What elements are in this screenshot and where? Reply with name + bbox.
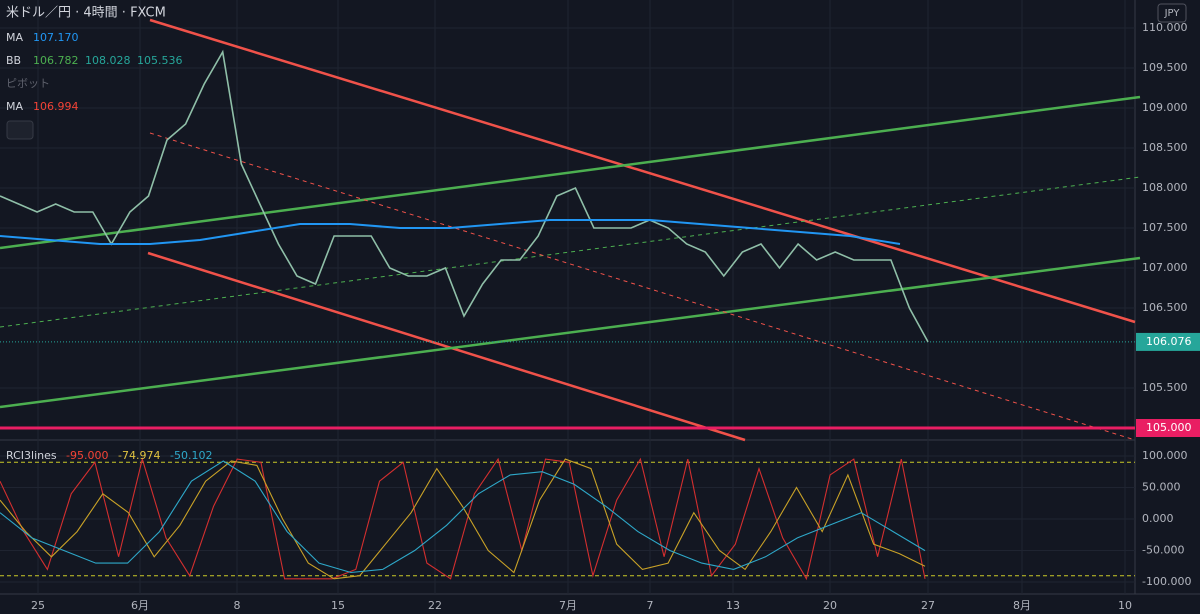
rci-line — [0, 460, 926, 574]
indicator-value: 106.782 — [33, 54, 79, 67]
rci-tick-label: -100.000 — [1142, 575, 1191, 588]
x-tick-label: 8 — [234, 599, 241, 612]
x-tick-label: 10 — [1118, 599, 1132, 612]
trendline — [0, 256, 1141, 409]
indicator-value: 105.536 — [137, 54, 183, 67]
indicator-name: MA — [6, 31, 23, 44]
currency-badge — [1157, 3, 1187, 23]
indicator-name: ピボット — [6, 77, 50, 90]
y-tick-label: 108.000 — [1142, 181, 1188, 194]
rci-line — [0, 458, 926, 580]
y-tick-label: 109.500 — [1142, 61, 1188, 74]
rci-tick-label: -50.000 — [1142, 543, 1184, 556]
x-tick-label: 15 — [331, 599, 345, 612]
rci-value: -95.000 — [66, 449, 108, 462]
chart-title: 米ドル／円 · 4時間 · FXCM — [6, 6, 166, 21]
y-tick-label: 106.500 — [1142, 301, 1188, 314]
x-tick-label: 20 — [823, 599, 837, 612]
x-tick-label: 27 — [921, 599, 935, 612]
x-tick-label: 13 — [726, 599, 740, 612]
indicator-name: BB — [6, 54, 21, 67]
y-tick-label: 105.500 — [1142, 381, 1188, 394]
currency: JPY — [1164, 8, 1181, 19]
last-price-badge — [1136, 332, 1200, 351]
x-tick-label: 22 — [428, 599, 442, 612]
rci-line — [0, 457, 926, 581]
indicator-value: 106.994 — [33, 100, 79, 113]
y-tick-label: 107.000 — [1142, 261, 1188, 274]
y-tick-label: 108.500 — [1142, 141, 1188, 154]
y-tick-label: 110.000 — [1142, 21, 1188, 34]
y-tick-label: 107.500 — [1142, 221, 1188, 234]
level-label: 105.000 — [1146, 421, 1192, 434]
ma-line — [0, 219, 901, 245]
rci-tick-label: 100.000 — [1142, 449, 1188, 462]
x-tick-label: 7 — [647, 599, 654, 612]
indicator-name: MA — [6, 100, 23, 113]
last-price-label: 106.076 — [1146, 335, 1192, 348]
price-line — [0, 49, 929, 343]
x-tick-label: 7月 — [559, 599, 577, 612]
rci-value: -50.102 — [170, 449, 212, 462]
x-tick-label: 6月 — [131, 599, 149, 612]
collapse-button[interactable] — [6, 120, 34, 140]
trendline — [0, 95, 1141, 250]
trendline — [149, 132, 1136, 441]
rci-tick-label: 50.000 — [1142, 480, 1181, 493]
indicator-value: 107.170 — [33, 31, 79, 44]
trendline — [149, 18, 1136, 324]
indicator-value: 108.028 — [85, 54, 131, 67]
rci-name: RCI3lines — [6, 449, 57, 462]
rci-tick-label: 0.000 — [1142, 512, 1174, 525]
rci-value: -74.974 — [118, 449, 160, 462]
level-badge — [1136, 419, 1200, 437]
trendline — [147, 251, 746, 442]
x-tick-label: 25 — [31, 599, 45, 612]
y-tick-label: 109.000 — [1142, 101, 1188, 114]
x-tick-label: 8月 — [1013, 599, 1031, 612]
